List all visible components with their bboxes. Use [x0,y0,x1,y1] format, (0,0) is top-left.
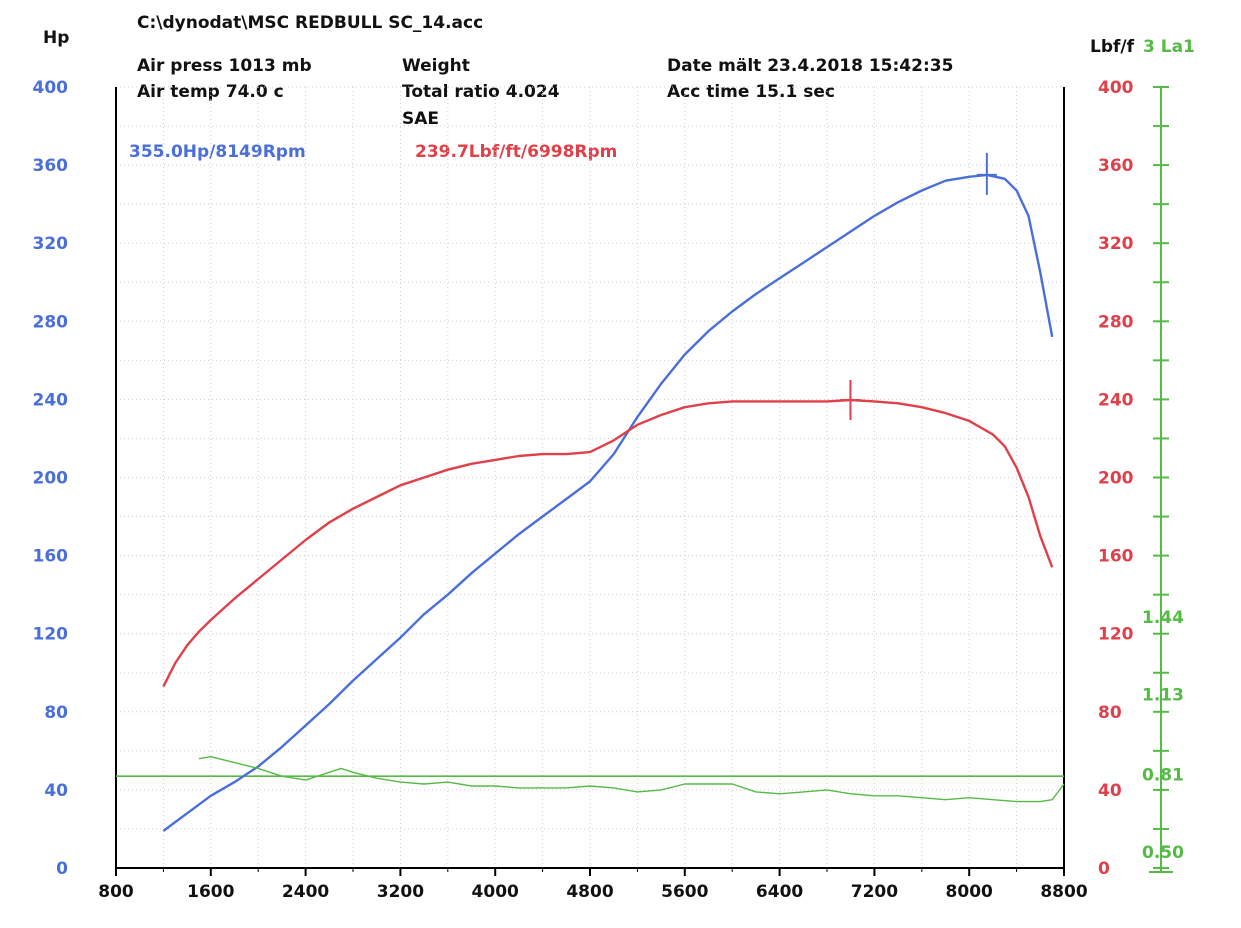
x-tick-label: 7200 [851,882,898,902]
y-left-tick-label: 0 [56,859,68,879]
y-left-tick-label: 40 [44,781,68,801]
acc-time: Acc time 15.1 sec [667,82,835,102]
y-right-tick-label: 360 [1098,156,1134,176]
x-tick-label: 8000 [946,882,993,902]
y-right-tick-label: 320 [1098,234,1134,254]
torque-curve [162,398,1054,687]
x-tick-label: 8800 [1040,882,1087,902]
y-left-tick-label: 320 [33,234,69,254]
y-right-tick-label: 40 [1098,781,1122,801]
y-left-tick-label: 280 [33,312,69,332]
axes [115,86,1173,876]
x-tick-label: 800 [98,882,134,902]
y-left-tick-label: 360 [33,156,69,176]
y-left-tick-label: 200 [33,469,69,489]
y-left-label: Hp [43,28,69,48]
y-left-tick-label: 80 [44,703,68,723]
y-right-label: Lbf/f [1090,37,1135,57]
power-peak-label: 355.0Hp/8149Rpm [129,142,306,162]
power-curve [162,173,1054,832]
x-tick-label: 1600 [187,882,234,902]
series [116,152,1065,832]
lambda-tick-label: 1.13 [1142,686,1184,706]
y-right-tick-label: 400 [1098,78,1134,98]
file-path: C:\dynodat\MSC REDBULL SC_14.acc [137,13,483,33]
grid [116,86,1064,868]
y-right-tick-label: 200 [1098,469,1134,489]
y-left-tick-label: 160 [33,547,69,567]
lambda-tick-label: 1.44 [1142,608,1184,628]
lambda-tick-label: 0.81 [1142,766,1184,786]
lambda-curve [198,756,1065,803]
y-left-tick-label: 400 [33,78,69,98]
x-tick-label: 4000 [472,882,519,902]
x-tick-label: 2400 [282,882,329,902]
y-right-tick-label: 160 [1098,547,1134,567]
total-ratio: Total ratio 4.024 [402,82,560,102]
y-left-tick-label: 240 [33,390,69,410]
y-right-tick-label: 0 [1098,859,1110,879]
air-pressure: Air press 1013 mb [137,56,312,76]
weight-label: Weight [402,56,470,76]
y-left-tick-label: 120 [33,625,69,645]
x-tick-label: 4800 [566,882,613,902]
y-right-tick-label: 80 [1098,703,1122,723]
y-lambda-label: 3 La1 [1143,37,1195,57]
x-tick-label: 5600 [661,882,708,902]
y-right-tick-label: 240 [1098,390,1134,410]
torque-peak-label: 239.7Lbf/ft/6998Rpm [415,142,617,162]
x-tick-label: 3200 [377,882,424,902]
measure-date: Date mält 23.4.2018 15:42:35 [667,56,953,76]
x-tick-label: 6400 [756,882,803,902]
y-right-tick-label: 280 [1098,312,1134,332]
tick-labels: 800 1600 2400 3200 4000 4800 5600 6400 7200 8000 8… [33,78,1185,902]
y-right-tick-label: 120 [1098,625,1134,645]
lambda-tick-label: 0.50 [1142,843,1184,863]
sae-label: SAE [402,109,439,129]
